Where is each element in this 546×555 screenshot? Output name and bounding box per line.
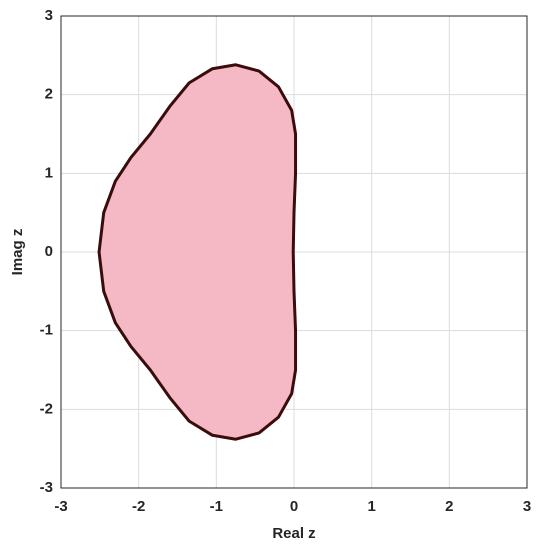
y-tick-label: -1 bbox=[40, 322, 53, 339]
x-tick-label: -1 bbox=[210, 498, 223, 515]
y-tick-label: -2 bbox=[40, 400, 53, 417]
x-tick-label: -3 bbox=[54, 498, 67, 515]
y-tick-label: -3 bbox=[40, 479, 53, 496]
x-tick-label: 0 bbox=[290, 498, 298, 515]
x-tick-label: 1 bbox=[367, 498, 375, 515]
x-tick-label: -2 bbox=[132, 498, 145, 515]
region bbox=[97, 63, 298, 441]
y-tick-label: 1 bbox=[45, 164, 53, 181]
y-tick-label: 2 bbox=[45, 86, 53, 103]
x-axis-label: Real z bbox=[272, 525, 315, 542]
x-tick-label: 3 bbox=[523, 498, 531, 515]
plot-frame bbox=[60, 15, 528, 489]
y-axis-label: Imag z bbox=[9, 229, 26, 276]
x-tick-label: 2 bbox=[445, 498, 453, 515]
y-tick-label: 0 bbox=[45, 243, 53, 260]
y-tick-label: 3 bbox=[45, 7, 53, 24]
